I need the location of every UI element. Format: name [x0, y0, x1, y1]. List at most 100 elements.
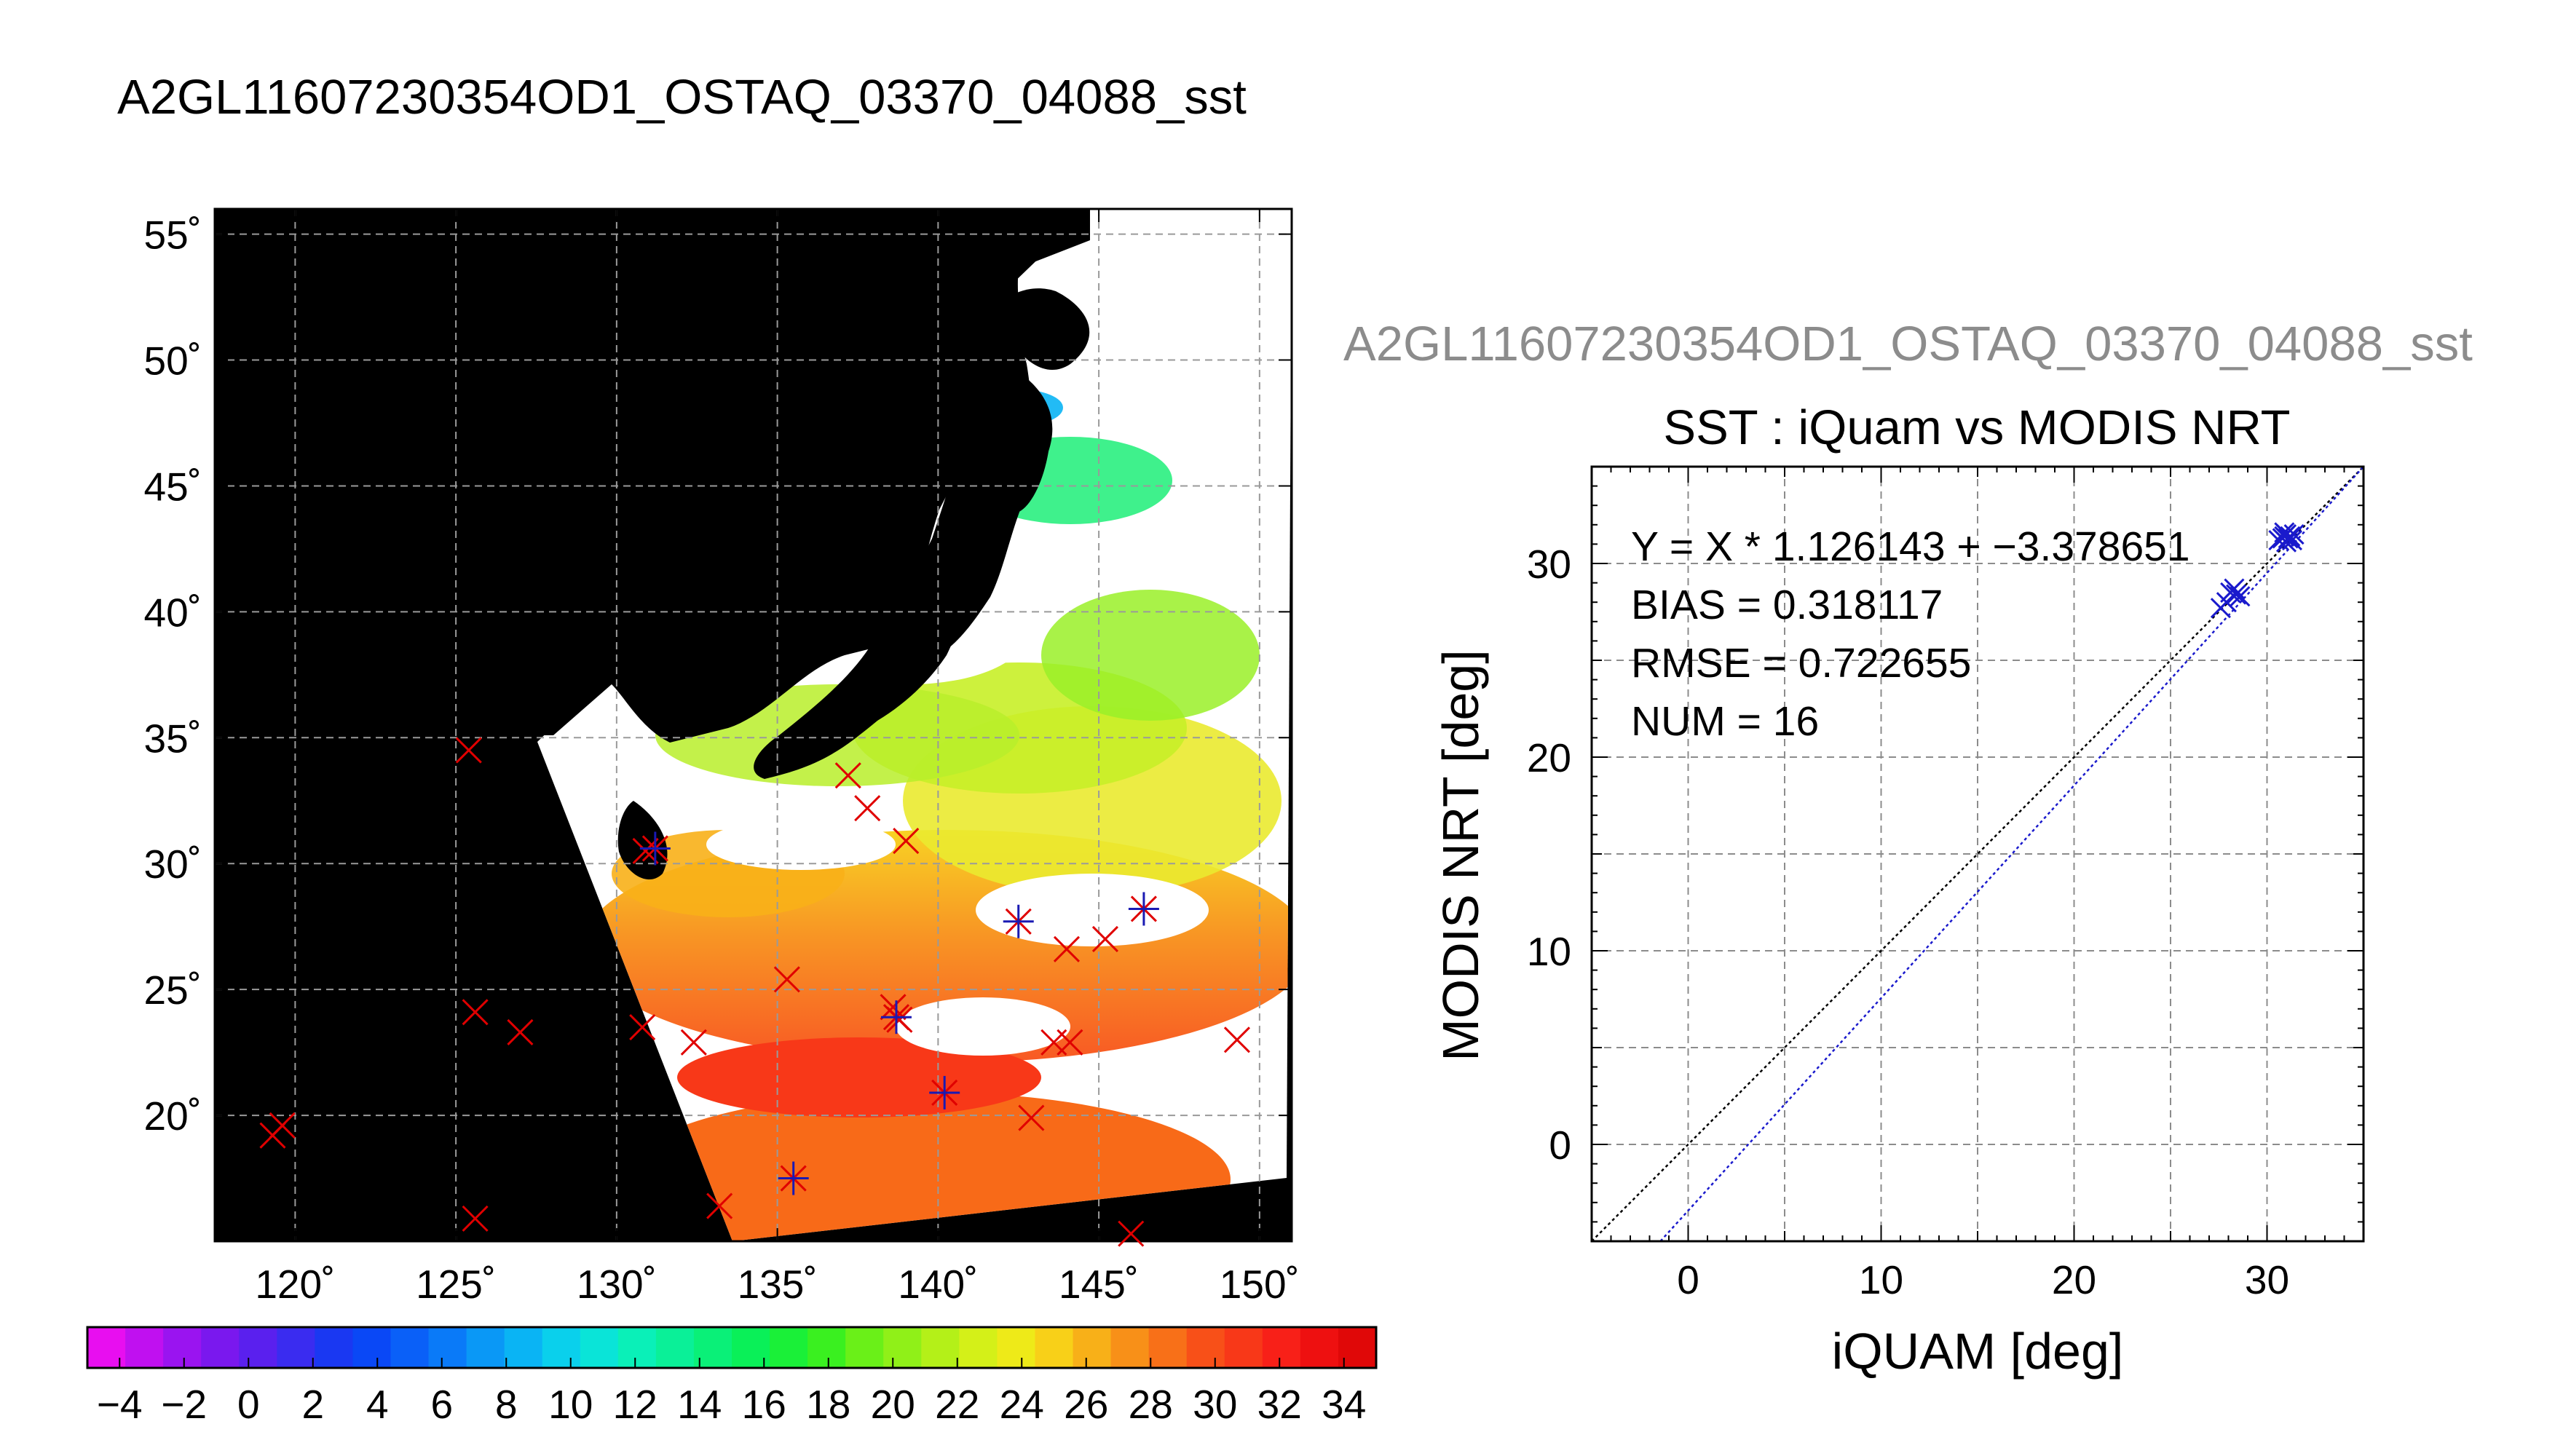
stats-num: NUM = 16 — [1631, 698, 1819, 745]
colorbar-label: −4 — [97, 1382, 143, 1427]
map-lon-label: 135˚ — [738, 1262, 818, 1307]
map-lat-label: 55˚ — [144, 213, 202, 258]
colorbar-cell — [1073, 1327, 1112, 1368]
matchup-marker — [1128, 892, 1159, 926]
map-latitude-labels: 55˚ 50˚ 45˚ 40˚ 35˚ 30˚ 25˚ 20˚ — [144, 213, 202, 1139]
stats-regression: Y = X * 1.126143 + −3.378651 — [1631, 523, 2190, 570]
insitu-marker — [1118, 1220, 1145, 1247]
map-lon-label: 120˚ — [255, 1262, 335, 1307]
map-markers — [259, 737, 1251, 1247]
colorbar-label: 8 — [495, 1382, 518, 1427]
insitu-marker — [1223, 1026, 1251, 1053]
scatter-x-axis-label: iQUAM [deg] — [1832, 1323, 2124, 1380]
insitu-marker — [1053, 935, 1081, 962]
insitu-marker — [462, 999, 489, 1026]
map-lat-label: 25˚ — [144, 968, 202, 1013]
colorbar-label: 10 — [548, 1382, 593, 1427]
matchup-marker — [639, 831, 671, 866]
scatter-x-tick-labels: 0 10 20 30 — [1677, 1257, 2289, 1302]
matchup-marker — [929, 1075, 960, 1109]
colorbar-label: 2 — [301, 1382, 324, 1427]
colorbar-label: 32 — [1257, 1382, 1302, 1427]
insitu-marker — [880, 994, 907, 1021]
insitu-marker — [706, 1192, 733, 1219]
insitu-marker — [1018, 1104, 1045, 1131]
map-lon-label: 140˚ — [898, 1262, 978, 1307]
colorbar-cell — [655, 1327, 695, 1368]
map-lon-label: 125˚ — [416, 1262, 496, 1307]
map-lat-label: 30˚ — [144, 842, 202, 887]
colorbar-cell — [352, 1327, 392, 1368]
scatter-title: SST : iQuam vs MODIS NRT — [1663, 400, 2290, 455]
colorbar-labels: −4 −2 0 2 4 6 8 10 12 14 16 18 20 22 24 26 28 30 32 34 — [97, 1358, 1366, 1427]
colorbar-cell — [542, 1327, 581, 1368]
map-lat-label: 35˚ — [144, 716, 202, 761]
map-lon-label: 130˚ — [577, 1262, 657, 1307]
insitu-marker — [1057, 1029, 1083, 1056]
scatter-point — [2280, 526, 2301, 547]
colorbar-label: 18 — [806, 1382, 850, 1427]
main-title: A2GL11607230354OD1_OSTAQ_03370_04088_sst — [117, 70, 1247, 124]
colorbar-cell — [845, 1327, 884, 1368]
map-gridlines — [215, 209, 1292, 1241]
scatter-y-tick-label: 30 — [1527, 542, 1571, 587]
scatter-y-tick-label: 20 — [1527, 735, 1571, 780]
insitu-marker — [773, 966, 800, 993]
map-lon-label: 145˚ — [1059, 1262, 1139, 1307]
colorbar-cell — [315, 1327, 354, 1368]
scatter-point — [2230, 586, 2251, 607]
colorbar-label: 20 — [871, 1382, 915, 1427]
insitu-marker — [854, 795, 881, 822]
colorbar-cell — [1035, 1327, 1074, 1368]
colorbar-cell — [504, 1327, 543, 1368]
colorbar-cell — [883, 1327, 922, 1368]
scatter-y-tick-labels: 0 10 20 30 — [1527, 542, 1571, 1168]
colorbar-label: −2 — [161, 1382, 207, 1427]
scatter-gridlines — [1592, 467, 2364, 1241]
colorbar-label: 24 — [1000, 1382, 1044, 1427]
colorbar-cell — [277, 1327, 315, 1368]
colorbar-cell — [1148, 1327, 1188, 1368]
insitu-marker — [455, 737, 482, 764]
colorbar-frame — [86, 1326, 1378, 1369]
matchup-marker — [880, 1000, 912, 1034]
colorbar-cell — [1186, 1327, 1225, 1368]
colorbar-label: 4 — [366, 1382, 389, 1427]
colorbar-label: 14 — [677, 1382, 722, 1427]
colorbar-cell — [428, 1327, 467, 1368]
scatter-stats: Y = X * 1.126143 + −3.378651 BIAS = 0.31… — [1631, 523, 2190, 745]
insitu-marker — [632, 837, 659, 864]
scatter-y-axis-label: MODIS NRT [deg] — [1432, 649, 1489, 1061]
colorbar-cell — [1110, 1327, 1150, 1368]
scatter-points — [2210, 522, 2305, 619]
colorbar-cell — [770, 1327, 808, 1368]
map-axis-ticks — [215, 209, 1292, 1241]
scatter-x-tick-label: 10 — [1859, 1257, 1903, 1302]
insitu-marker — [462, 1205, 489, 1232]
colorbar-cell — [997, 1327, 1036, 1368]
colorbar-cell — [201, 1327, 240, 1368]
colorbar-cell — [807, 1327, 846, 1368]
matchup-marker — [1003, 904, 1034, 938]
colorbar-cells — [87, 1327, 1377, 1368]
colorbar-cell — [163, 1327, 202, 1368]
insitu-marker — [680, 1029, 707, 1056]
insitu-marker — [1091, 925, 1118, 953]
colorbar-label: 34 — [1322, 1382, 1366, 1427]
scatter-y-tick-label: 10 — [1527, 929, 1571, 974]
scatter-frame — [1590, 465, 2365, 1243]
matchup-marker — [778, 1161, 809, 1195]
map-lat-label: 20˚ — [144, 1093, 202, 1139]
colorbar-label: 26 — [1064, 1382, 1108, 1427]
scatter-x-tick-label: 20 — [2052, 1257, 2096, 1302]
colorbar-cell — [617, 1327, 657, 1368]
stats-bias: BIAS = 0.318117 — [1631, 582, 1943, 628]
colorbar-label: 16 — [742, 1382, 786, 1427]
colorbar-cell — [1262, 1327, 1301, 1368]
map-lat-label: 50˚ — [144, 339, 202, 384]
map-lat-label: 45˚ — [144, 464, 202, 509]
colorbar-cell — [125, 1327, 164, 1368]
insitu-marker — [507, 1018, 534, 1046]
